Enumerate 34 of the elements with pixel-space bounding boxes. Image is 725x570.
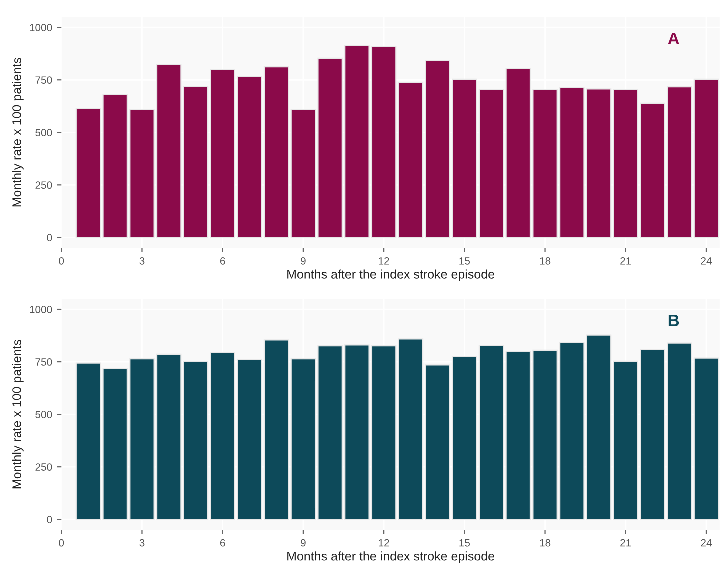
y-tick-label: 750 bbox=[36, 358, 52, 366]
y-tick-label: 0 bbox=[47, 516, 52, 524]
y-tick-label: 0 bbox=[47, 234, 52, 242]
x-tick-label: 15 bbox=[460, 258, 470, 265]
y-tick-label: 500 bbox=[36, 411, 52, 418]
x-tick-label: 0 bbox=[59, 539, 64, 547]
y-tick-label: 500 bbox=[36, 129, 52, 137]
y-tick-label: 250 bbox=[36, 182, 52, 190]
x-tick-label: 12 bbox=[379, 539, 390, 547]
x-tick-label: 24 bbox=[701, 539, 712, 547]
y-axis-title: Monthly rate x 100 patients bbox=[12, 58, 24, 207]
annotation: B bbox=[668, 314, 680, 326]
x-tick-label: 24 bbox=[701, 257, 712, 265]
x-tick-label: 18 bbox=[540, 257, 551, 265]
y-tick-label: 1000 bbox=[30, 306, 52, 314]
x-axis-title: Months after the index stroke episode bbox=[288, 552, 494, 564]
x-tick-label: 12 bbox=[379, 257, 390, 265]
y-tick-label: 1000 bbox=[30, 24, 52, 32]
y-tick-label: 750 bbox=[36, 76, 52, 84]
x-axis-title: Months after the index stroke episode bbox=[288, 270, 494, 282]
annotation: A bbox=[668, 33, 680, 45]
y-axis-title: Monthly rate x 100 patients bbox=[12, 340, 24, 489]
x-tick-label: 3 bbox=[140, 257, 145, 265]
x-tick-label: 9 bbox=[301, 257, 306, 265]
x-tick-label: 6 bbox=[220, 257, 226, 265]
x-tick-label: 21 bbox=[620, 539, 632, 547]
y-tick-label: 250 bbox=[36, 464, 52, 471]
x-tick-label: 0 bbox=[59, 257, 64, 265]
x-tick-label: 6 bbox=[220, 539, 226, 547]
x-tick-label: 21 bbox=[620, 257, 632, 265]
x-tick-label: 9 bbox=[301, 539, 306, 547]
x-tick-label: 3 bbox=[140, 539, 145, 547]
x-tick-label: 15 bbox=[460, 540, 470, 547]
x-tick-label: 18 bbox=[540, 539, 551, 547]
